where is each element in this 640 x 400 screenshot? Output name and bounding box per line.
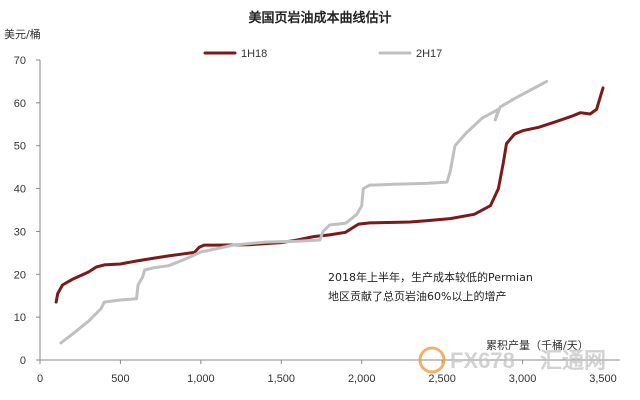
y-tick-label: 40 (14, 184, 26, 196)
x-tick-label: 500 (111, 373, 129, 385)
x-tick-label: 0 (37, 373, 43, 385)
legend-label-1h18: 1H18 (241, 48, 267, 60)
series-group (54, 79, 605, 345)
y-tick-label: 70 (14, 55, 26, 67)
watermark: FX678 汇通网 (418, 346, 606, 374)
x-tick-label: 2,500 (428, 373, 456, 385)
y-tick-label: 30 (14, 226, 26, 238)
x-axis-label: 累积产量（千桶/天） (486, 338, 589, 352)
y-tick-label: 50 (14, 141, 26, 153)
watermark-text-2: 汇通网 (540, 348, 606, 373)
y-tick-label: 60 (14, 98, 26, 110)
legend: 1H18 2H17 (203, 48, 442, 60)
x-ticks: 0 500 1,000 1,500 2,000 2,500 3,000 3,500 (37, 360, 617, 385)
legend-label-2h17: 2H17 (416, 48, 442, 60)
y-ticks: 0 10 20 30 40 50 60 70 (14, 55, 40, 367)
x-tick-label: 3,500 (589, 373, 617, 385)
y-tick-label: 0 (20, 355, 26, 367)
series-line-2h17 (59, 79, 549, 345)
x-tick-label: 1,000 (187, 373, 215, 385)
x-tick-label: 1,500 (268, 373, 296, 385)
y-tick-label: 20 (14, 269, 26, 281)
y-tick-label: 10 (14, 312, 26, 324)
chart-title: 美国页岩油成本曲线估计 (248, 10, 391, 26)
x-tick-label: 3,000 (509, 373, 537, 385)
watermark-logo-icon (418, 346, 446, 374)
annotation-line-2: 地区贡献了总页岩油60%以上的增产 (328, 289, 506, 303)
series-line-1h18 (54, 86, 605, 304)
y-axis-unit: 美元/桶 (4, 27, 41, 41)
x-tick-label: 2,000 (348, 373, 376, 385)
watermark-text: FX678 (450, 348, 515, 373)
annotation-line-1: 2018年上半年，生产成本较低的Permian (328, 270, 533, 284)
